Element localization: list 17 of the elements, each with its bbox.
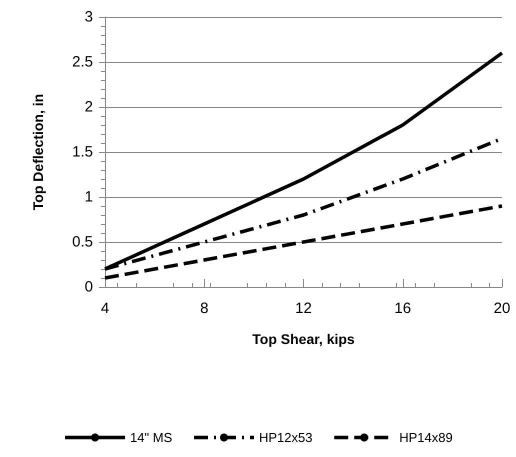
y-axis-title: Top Deflection, in (30, 94, 46, 210)
y-tick-label: 0 (84, 278, 93, 296)
x-tick-label: 12 (295, 300, 312, 317)
legend-label: HP12x53 (258, 430, 312, 445)
y-tick-label: 0.5 (72, 234, 93, 250)
y-tick-label: 1 (84, 188, 93, 206)
x-tick-label: 20 (494, 300, 510, 317)
x-tick-label: 4 (100, 300, 110, 317)
x-tick-label: 16 (394, 300, 412, 317)
legend-label: HP14x89 (399, 430, 453, 445)
x-axis-title: Top Shear, kips (252, 331, 355, 347)
x-tick-label: 8 (200, 300, 208, 317)
y-tick-label: 2 (84, 98, 93, 116)
y-tick-label: 2.5 (72, 54, 93, 70)
y-tick-label: 1.5 (72, 144, 93, 160)
legend-label: 14" MS (130, 430, 173, 445)
y-tick-label: 3 (84, 8, 93, 26)
